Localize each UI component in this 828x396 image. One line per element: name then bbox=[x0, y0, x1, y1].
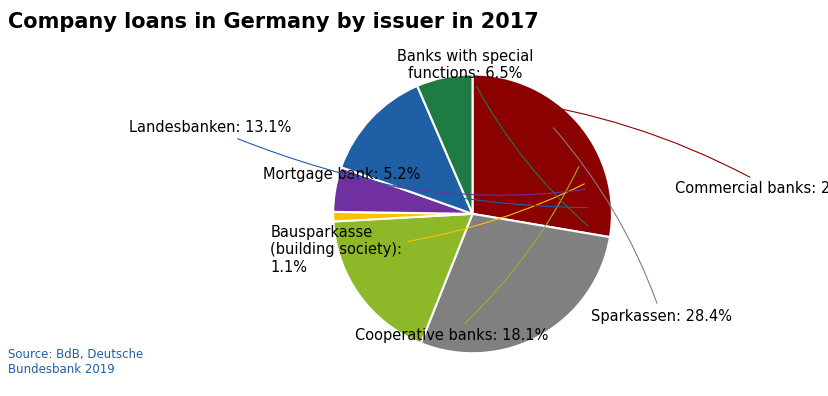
Wedge shape bbox=[421, 214, 609, 353]
Text: Company loans in Germany by issuer in 2017: Company loans in Germany by issuer in 20… bbox=[8, 12, 538, 32]
Text: Sparkassen: 28.4%: Sparkassen: 28.4% bbox=[553, 128, 731, 324]
Text: Cooperative banks: 18.1%: Cooperative banks: 18.1% bbox=[354, 167, 578, 343]
Text: Source: BdB, Deutsche
Bundesbank 2019: Source: BdB, Deutsche Bundesbank 2019 bbox=[8, 348, 143, 376]
Wedge shape bbox=[341, 86, 472, 214]
Wedge shape bbox=[333, 214, 472, 343]
Wedge shape bbox=[472, 74, 611, 237]
Text: Landesbanken: 13.1%: Landesbanken: 13.1% bbox=[129, 120, 587, 208]
Text: Banks with special
functions: 6.5%: Banks with special functions: 6.5% bbox=[397, 49, 587, 226]
Wedge shape bbox=[416, 74, 472, 214]
Text: Bausparkasse
(building society):
1.1%: Bausparkasse (building society): 1.1% bbox=[270, 184, 584, 275]
Wedge shape bbox=[333, 212, 472, 221]
Text: Commercial banks: 27.7%: Commercial banks: 27.7% bbox=[503, 99, 828, 196]
Text: Mortgage bank: 5.2%: Mortgage bank: 5.2% bbox=[263, 168, 585, 195]
Wedge shape bbox=[333, 167, 472, 214]
